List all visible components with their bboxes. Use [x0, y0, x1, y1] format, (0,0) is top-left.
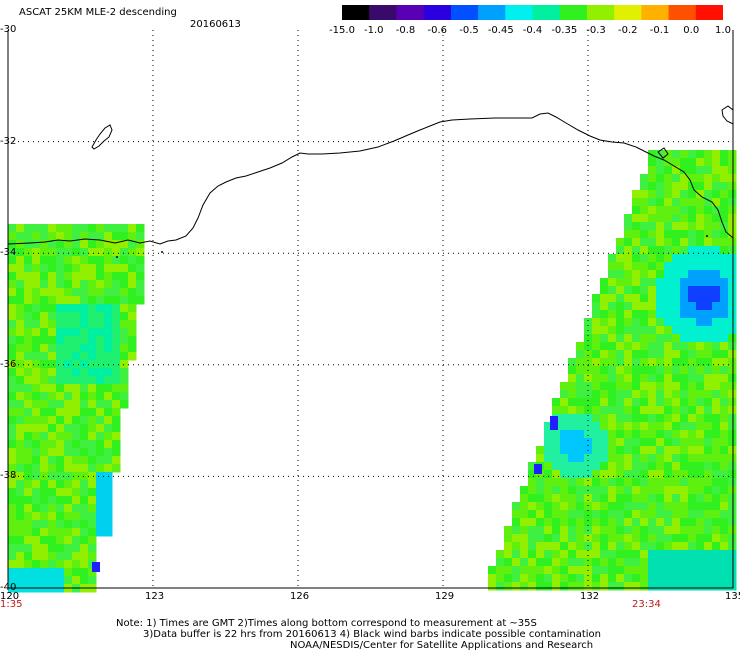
latitude-tick-label: -32: [0, 135, 17, 147]
colorbar-swatch: [586, 5, 615, 20]
colorbar-label: -0.6: [427, 25, 448, 36]
longitude-tick-label: 120: [0, 591, 20, 602]
colorbar-label: -0.1: [649, 25, 670, 36]
note-line-1: Note: 1) Times are GMT 2)Times along bot…: [116, 618, 537, 629]
colorbar-label: 1.0: [715, 25, 731, 36]
colorbar-label: -0.5: [459, 25, 479, 36]
time-label-right: 23:34: [632, 599, 661, 610]
colorbar-label: 0.0: [683, 25, 700, 36]
colorbar-swatch: [342, 5, 370, 20]
coastline: [7, 105, 734, 258]
colorbar-labels: -15.0 -1.0 -0.8 -0.6 -0.5 -0.45 -0.4 -0.35 -0.3-…: [329, 25, 740, 37]
colorbar-swatch: [396, 5, 425, 20]
longitude-tick-label: 135: [725, 591, 740, 602]
longitude-tick-label: 129: [435, 591, 455, 602]
colorbar-swatch: [505, 5, 534, 20]
colorbar-label: -0.8: [395, 25, 416, 36]
colorbar-label: -0.45: [487, 25, 514, 36]
graticule: [8, 30, 733, 588]
note-line-3: NOAA/NESDIS/Center for Satellite Applica…: [290, 640, 594, 651]
longitude-tick-label: 126: [290, 591, 310, 602]
colorbar-swatch: [369, 5, 398, 20]
colorbar-swatch: [668, 5, 697, 20]
latitude-tick-label: -38: [0, 470, 17, 482]
colorbar-label: -0.2: [617, 25, 638, 36]
data-swaths: [8, 150, 737, 593]
latitude-tick-label: -40: [0, 582, 17, 593]
latitude-tick-label: -30: [0, 24, 17, 35]
product-date: 20160613: [190, 19, 241, 30]
colorbar-label: -15.0: [329, 25, 355, 36]
colorbar-label: -0.35: [551, 25, 578, 36]
colorbar-swatch: [559, 5, 588, 20]
note-line-2: 3)Data buffer is 22 hrs from 20160613 4)…: [143, 629, 601, 640]
colorbar-label: -0.3: [586, 25, 606, 36]
colorbar-swatch: [532, 5, 561, 20]
product-title: ASCAT 25KM MLE-2 descending: [19, 7, 177, 18]
colorbar-swatch: [614, 5, 642, 20]
longitude-tick-label: 123: [145, 591, 165, 602]
colorbar-label: -1.0: [363, 25, 384, 36]
time-label-left: 1:35: [0, 599, 23, 610]
colorbar-swatch: [423, 5, 452, 20]
colorbar-swatch: [450, 5, 479, 20]
colorbar-swatch: [641, 5, 670, 20]
latitude-tick-label: -34: [0, 247, 17, 259]
longitude-tick-label: 132: [580, 591, 600, 602]
latitude-tick-label: -36: [0, 358, 17, 370]
colorbar-swatch: [478, 5, 506, 20]
colorbar-swatch: [695, 5, 723, 20]
colorbar-label: -0.4: [522, 25, 543, 36]
colorbar: [342, 5, 723, 20]
